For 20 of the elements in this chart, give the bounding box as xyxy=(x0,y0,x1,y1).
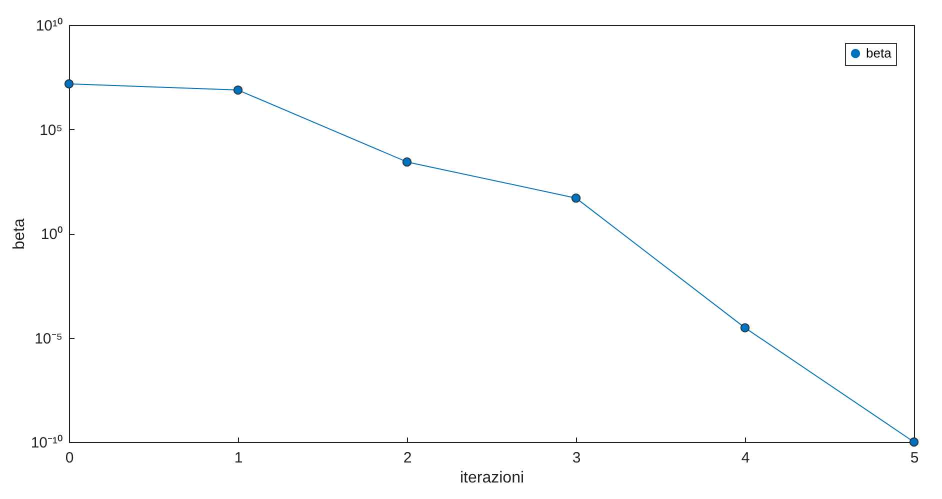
point xyxy=(233,85,243,95)
point xyxy=(64,79,74,88)
y-tick-label: 10⁻⁵ xyxy=(34,330,62,348)
x-tick-label: 2 xyxy=(403,450,412,466)
point xyxy=(909,437,919,447)
x-tick-label: 1 xyxy=(234,450,243,466)
point xyxy=(402,157,412,167)
x-tick-label: 4 xyxy=(741,450,750,466)
y-axis-title: beta xyxy=(10,218,28,250)
x-tick-label: 3 xyxy=(572,450,581,466)
y-tick-label: 10⁵ xyxy=(40,122,62,139)
point xyxy=(740,323,750,332)
x-tick-label: 0 xyxy=(65,450,74,466)
point xyxy=(571,194,581,203)
legend-label: beta xyxy=(866,46,892,60)
y-tick-label: 10⁰ xyxy=(40,226,62,243)
y-tick-label: 10¹⁰ xyxy=(36,18,62,34)
y-tick-label: 10⁻¹⁰ xyxy=(30,434,62,452)
x-tick-label: 5 xyxy=(910,450,919,466)
x-axis-title: iterazioni xyxy=(460,470,524,486)
